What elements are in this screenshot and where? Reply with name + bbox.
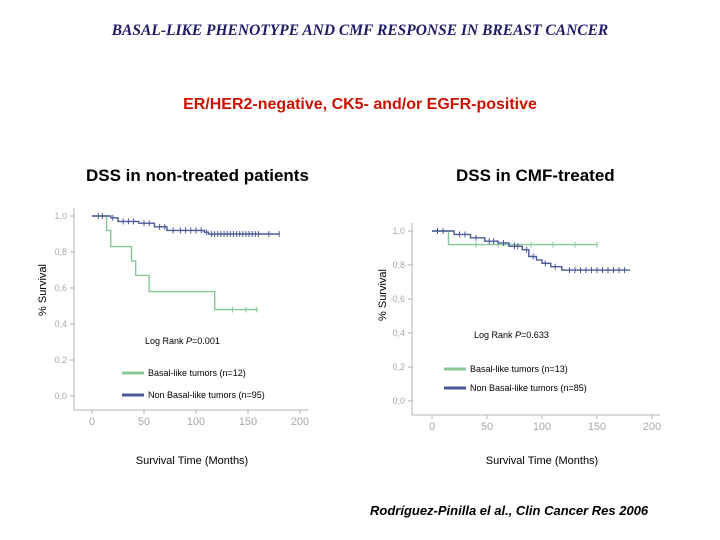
- log-rank-annotation: Log Rank P=0.001: [145, 336, 220, 346]
- y-tick-label: 0,2: [54, 355, 67, 365]
- y-tick-label: 0,2: [392, 362, 405, 372]
- legend-label: Basal-like tumors (n=12): [148, 368, 246, 378]
- survival-curve-series-2: [432, 230, 630, 271]
- x-tick-label: 200: [643, 421, 661, 433]
- citation: Rodríguez-Pinilla el al., Clin Cancer Re…: [370, 503, 649, 518]
- log-rank-annotation: Log Rank P=0.633: [474, 330, 549, 340]
- y-axis-label: % Survival: [377, 269, 389, 321]
- y-tick-label: 0,6: [54, 283, 67, 293]
- y-tick-label: 0,4: [392, 328, 405, 338]
- x-axis-label: Survival Time (Months): [486, 455, 598, 467]
- legend-label: Non Basal-like tumors (n=85): [470, 383, 587, 393]
- x-tick-label: 100: [533, 421, 551, 433]
- x-tick-label: 50: [138, 416, 150, 428]
- x-tick-label: 0: [429, 421, 435, 433]
- left-panel-title: DSS in non-treated patients: [86, 166, 309, 185]
- page-title: BASAL-LIKE PHENOTYPE AND CMF RESPONSE IN…: [111, 22, 609, 39]
- y-tick-label: 0,6: [392, 294, 405, 304]
- x-tick-label: 50: [481, 421, 493, 433]
- y-tick-label: 1,0: [54, 211, 67, 221]
- page-subtitle: ER/HER2-negative, CK5- and/or EGFR-posit…: [183, 96, 537, 113]
- right-panel-title: DSS in CMF-treated: [456, 166, 615, 185]
- y-tick-label: 0,8: [392, 260, 405, 270]
- x-tick-label: 0: [89, 416, 95, 428]
- survival-chart-non-treated: 0,0 0,2 0,4 0,6 0,8 1,0 0 50 100 150 200 % Survival…: [37, 208, 309, 467]
- legend-label: Basal-like tumors (n=13): [470, 364, 568, 374]
- y-tick-label: 0,8: [54, 247, 67, 257]
- x-tick-label: 150: [588, 421, 606, 433]
- x-tick-label: 150: [239, 416, 257, 428]
- survival-curve-series-1: [92, 215, 259, 311]
- y-tick-label: 0,4: [54, 319, 67, 329]
- y-tick-label: 0,0: [392, 396, 405, 406]
- legend-label: Non Basal-like tumors (n=95): [148, 390, 265, 400]
- x-tick-label: 200: [291, 416, 309, 428]
- x-tick-label: 100: [187, 416, 205, 428]
- y-axis-label: % Survival: [37, 264, 49, 316]
- y-tick-label: 0,0: [54, 391, 67, 401]
- y-tick-label: 1,0: [392, 226, 405, 236]
- x-axis-label: Survival Time (Months): [136, 455, 248, 467]
- survival-chart-cmf-treated: 0,0 0,2 0,4 0,6 0,8 1,0 0 50 100 150 200 % Survival…: [377, 223, 661, 467]
